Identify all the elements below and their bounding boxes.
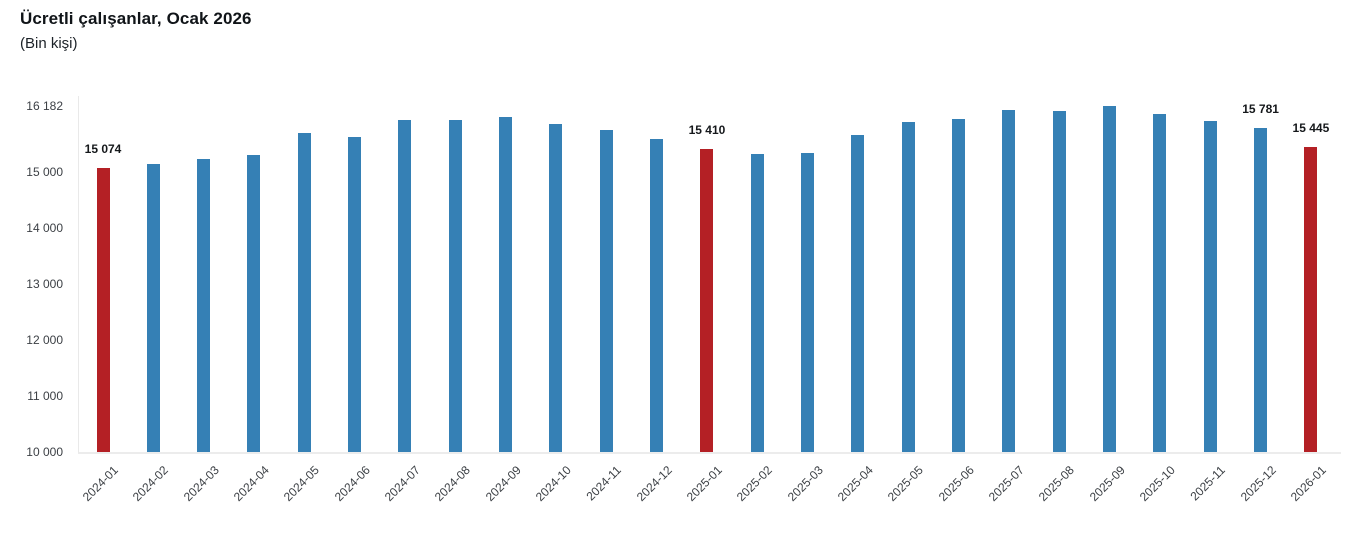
bar-2025-09[interactable] (1103, 105, 1117, 452)
value-label-2024-01: 15 074 (84, 141, 122, 156)
bar-2024-01[interactable] (96, 167, 110, 452)
bar-2025-06[interactable] (952, 119, 966, 452)
bar-2024-06[interactable] (348, 136, 362, 452)
y-tick-15000: 15 000 (26, 165, 63, 179)
bar-2025-11[interactable] (1203, 120, 1217, 452)
y-tick-16182: 16 182 (26, 98, 63, 113)
bar-2025-05[interactable] (901, 121, 915, 452)
bar-2024-09[interactable] (499, 116, 513, 452)
bar-2025-02[interactable] (750, 154, 764, 452)
bar-2025-08[interactable] (1052, 110, 1066, 452)
bar-2026-01[interactable] (1304, 147, 1318, 452)
bar-2024-05[interactable] (297, 132, 311, 452)
bar-2024-07[interactable] (398, 120, 412, 452)
y-tick-14000: 14 000 (26, 221, 63, 235)
bar-2024-03[interactable] (197, 158, 211, 452)
bar-2025-10[interactable] (1153, 114, 1167, 452)
value-label-2025-12: 15 781 (1242, 102, 1279, 117)
bar-2024-08[interactable] (448, 120, 462, 452)
y-tick-10000: 10 000 (26, 445, 63, 459)
y-tick-13000: 13 000 (26, 277, 63, 291)
y-tick-12000: 12 000 (26, 333, 63, 347)
bar-2025-12[interactable] (1254, 128, 1268, 452)
bar-2024-10[interactable] (549, 123, 563, 452)
bar-2024-11[interactable] (599, 129, 613, 452)
bar-2024-02[interactable] (146, 164, 160, 452)
bar-2024-04[interactable] (247, 155, 261, 452)
plot-area: 2024-01 15 074 2024-02 2024-03 2024-04 2024-0… (78, 96, 1341, 504)
bar-2025-03[interactable] (801, 152, 815, 452)
bar-2025-01[interactable] (700, 149, 714, 452)
value-label-2026-01: 15 445 (1292, 121, 1330, 136)
bar-2025-04[interactable] (851, 134, 865, 452)
bar-2024-12[interactable] (650, 138, 664, 452)
chart-title: Ücretli çalışanlar, Ocak 2026 (20, 9, 252, 28)
bar-2025-07[interactable] (1002, 110, 1016, 452)
y-tick-11000: 11 000 (27, 389, 63, 403)
chart-subtitle: (Bin kişi) (20, 35, 78, 52)
value-label-2025-01: 15 410 (688, 123, 726, 138)
